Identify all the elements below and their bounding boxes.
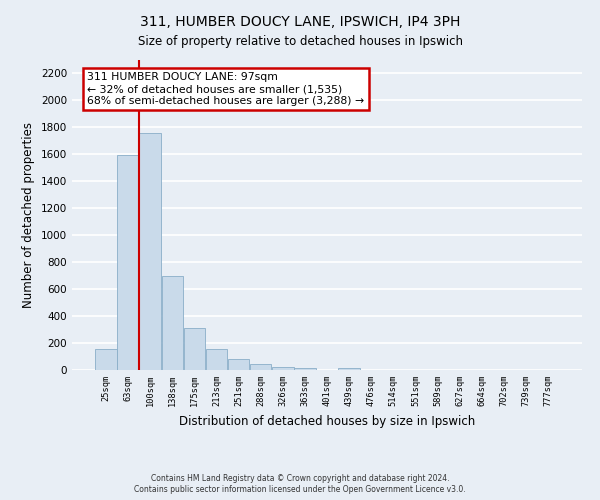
Bar: [294, 368, 316, 370]
Text: Contains HM Land Registry data © Crown copyright and database right 2024.
Contai: Contains HM Land Registry data © Crown c…: [134, 474, 466, 494]
Bar: [272, 368, 293, 370]
Bar: [250, 364, 271, 370]
Bar: [338, 368, 360, 370]
Bar: [117, 155, 139, 370]
Bar: [184, 328, 205, 370]
Bar: [161, 276, 183, 370]
Text: Size of property relative to detached houses in Ipswich: Size of property relative to detached ho…: [137, 35, 463, 48]
Text: 311, HUMBER DOUCY LANE, IPSWICH, IP4 3PH: 311, HUMBER DOUCY LANE, IPSWICH, IP4 3PH: [140, 15, 460, 29]
X-axis label: Distribution of detached houses by size in Ipswich: Distribution of detached houses by size …: [179, 414, 475, 428]
Bar: [206, 349, 227, 370]
Bar: [95, 349, 116, 370]
Bar: [139, 134, 161, 370]
Text: 311 HUMBER DOUCY LANE: 97sqm
← 32% of detached houses are smaller (1,535)
68% of: 311 HUMBER DOUCY LANE: 97sqm ← 32% of de…: [88, 72, 364, 106]
Bar: [228, 359, 249, 370]
Y-axis label: Number of detached properties: Number of detached properties: [22, 122, 35, 308]
